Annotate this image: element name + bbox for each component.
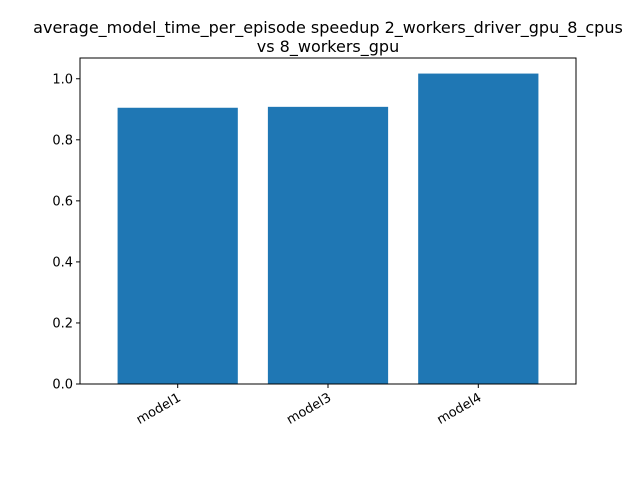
bar-model1 (117, 107, 238, 384)
y-axis-ticks: 0.0 0.2 0.4 0.6 0.8 1.0 (52, 72, 80, 393)
chart-title-line-2: vs 8_workers_gpu (257, 37, 399, 57)
chart-title-line-1: average_model_time_per_episode speedup 2… (33, 18, 623, 38)
y-tick-label: 0.0 (52, 378, 73, 393)
y-tick-label: 0.4 (52, 255, 73, 270)
y-tick-label: 1.0 (52, 72, 73, 87)
bar-model3 (267, 106, 389, 384)
y-tick-label: 0.8 (52, 133, 73, 148)
plot-frame (79, 57, 577, 385)
y-tick-label: 0.2 (52, 316, 73, 331)
bars-group (117, 73, 539, 384)
bar-model4 (418, 73, 539, 384)
y-tick-label: 0.6 (52, 194, 73, 209)
